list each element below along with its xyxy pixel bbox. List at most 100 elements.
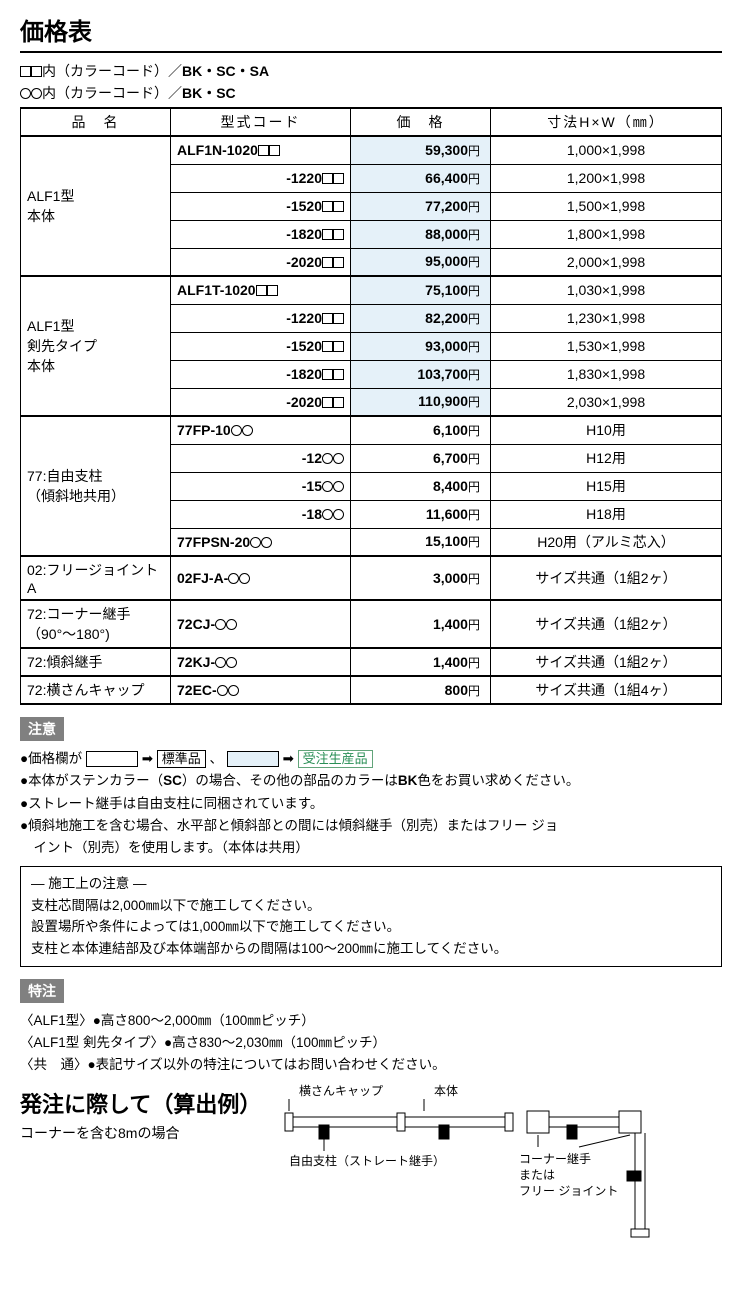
price-cell: 1,400円 [351, 600, 491, 648]
price-cell: 11,600円 [351, 500, 491, 528]
code-cell: -12 [171, 444, 351, 472]
price-cell: 1,400円 [351, 648, 491, 676]
dim-cell: H15用 [491, 472, 722, 500]
order-section-sub: コーナーを含む8mの場合 [20, 1123, 261, 1143]
price-cell: 6,100円 [351, 416, 491, 444]
code-cell: -1820 [171, 220, 351, 248]
th-dim: 寸法H×W（㎜） [491, 108, 722, 136]
dim-cell: サイズ共通（1組2ヶ） [491, 556, 722, 600]
price-cell: 77,200円 [351, 192, 491, 220]
code-cell: 02FJ-A- [171, 556, 351, 600]
label-yokosan: 横さんキャップ [299, 1084, 383, 1098]
label-matawa: または [519, 1168, 555, 1182]
code-cell: -15 [171, 472, 351, 500]
table-row: 72:コーナー継手（90°〜180°)72CJ-1,400円サイズ共通（1組2ヶ… [21, 600, 722, 648]
table-row: ALF1型本体ALF1N-102059,300円1,000×1,998 [21, 136, 722, 164]
table-row: ALF1型剣先タイプ本体ALF1T-102075,100円1,030×1,998 [21, 276, 722, 304]
code-cell: 77FPSN-20 [171, 528, 351, 556]
dim-cell: H12用 [491, 444, 722, 472]
construction-line: 設置場所や条件によっては1,000㎜以下で施工してください。 [31, 916, 711, 938]
special-line: 〈ALF1型〉●高さ800〜2,000㎜（100㎜ピッチ） [20, 1011, 722, 1031]
group-name-cell: ALF1型剣先タイプ本体 [21, 276, 171, 416]
group-name-cell: 77:自由支柱（傾斜地共用） [21, 416, 171, 556]
price-table: 品 名 型式コード 価 格 寸法H×W（㎜） ALF1型本体ALF1N-1020… [20, 107, 722, 705]
dim-cell: 1,830×1,998 [491, 360, 722, 388]
th-name: 品 名 [21, 108, 171, 136]
dim-cell: H10用 [491, 416, 722, 444]
label-freejoint: フリー ジョイント [519, 1184, 618, 1198]
code-cell: 77FP-10 [171, 416, 351, 444]
price-cell: 800円 [351, 676, 491, 704]
th-price: 価 格 [351, 108, 491, 136]
notice-line: ●ストレート継手は自由支柱に同梱されています。 [20, 794, 722, 814]
table-row: 72:横さんキャップ72EC-800円サイズ共通（1組4ヶ） [21, 676, 722, 704]
notice-legend: ●価格欄が ➡ 標準品 、 ➡ 受注生産品 [20, 749, 722, 769]
code-cell: -2020 [171, 248, 351, 276]
code-cell: -1220 [171, 164, 351, 192]
colorcode-block: 内（カラーコード）／BK・SC・SA内（カラーコード）／BK・SC [20, 61, 722, 103]
dim-cell: 2,030×1,998 [491, 388, 722, 416]
special-badge: 特注 [20, 979, 64, 1003]
dim-cell: 1,230×1,998 [491, 304, 722, 332]
dim-cell: 1,030×1,998 [491, 276, 722, 304]
price-cell: 93,000円 [351, 332, 491, 360]
table-row: 77:自由支柱（傾斜地共用）77FP-106,100円H10用 [21, 416, 722, 444]
dim-cell: H20用（アルミ芯入） [491, 528, 722, 556]
label-hontai: 本体 [434, 1084, 458, 1098]
colorcode-line: 内（カラーコード）／BK・SC [20, 83, 722, 103]
price-cell: 88,000円 [351, 220, 491, 248]
group-name-cell: ALF1型本体 [21, 136, 171, 276]
code-cell: 72EC- [171, 676, 351, 704]
notice-line: ●傾斜地施工を含む場合、水平部と傾斜部との間には傾斜継手（別売）またはフリー ジ… [20, 816, 722, 836]
price-cell: 75,100円 [351, 276, 491, 304]
price-cell: 82,200円 [351, 304, 491, 332]
dim-cell: サイズ共通（1組4ヶ） [491, 676, 722, 704]
dim-cell: H18用 [491, 500, 722, 528]
construction-line: 支柱芯間隔は2,000㎜以下で施工してください。 [31, 895, 711, 917]
code-cell: -1220 [171, 304, 351, 332]
price-cell: 6,700円 [351, 444, 491, 472]
dim-cell: 1,200×1,998 [491, 164, 722, 192]
dim-cell: 1,800×1,998 [491, 220, 722, 248]
colorcode-line: 内（カラーコード）／BK・SC・SA [20, 61, 722, 81]
price-cell: 15,100円 [351, 528, 491, 556]
price-cell: 3,000円 [351, 556, 491, 600]
table-row: 02:フリージョイントA02FJ-A-3,000円サイズ共通（1組2ヶ） [21, 556, 722, 600]
dim-cell: 1,530×1,998 [491, 332, 722, 360]
label-corner: コーナー継手 [519, 1151, 591, 1166]
price-cell: 110,900円 [351, 388, 491, 416]
group-name-cell: 02:フリージョイントA [21, 556, 171, 600]
order-section-title: 発注に際して（算出例） [20, 1087, 261, 1119]
code-cell: 72KJ- [171, 648, 351, 676]
special-line: 〈共 通〉●表記サイズ以外の特注についてはお問い合わせください。 [20, 1055, 722, 1075]
code-cell: -1820 [171, 360, 351, 388]
price-cell: 8,400円 [351, 472, 491, 500]
price-cell: 59,300円 [351, 136, 491, 164]
code-cell: -18 [171, 500, 351, 528]
dim-cell: 1,500×1,998 [491, 192, 722, 220]
group-name-cell: 72:傾斜継手 [21, 648, 171, 676]
dim-cell: 2,000×1,998 [491, 248, 722, 276]
th-code: 型式コード [171, 108, 351, 136]
label-shichu: 自由支柱（ストレート継手） [289, 1153, 445, 1168]
notice-line: ●本体がステンカラー（SC）の場合、その他の部品のカラーはBK色をお買い求めくだ… [20, 771, 722, 791]
dim-cell: 1,000×1,998 [491, 136, 722, 164]
construction-box: ― 施工上の注意 ― 支柱芯間隔は2,000㎜以下で施工してください。設置場所や… [20, 866, 722, 966]
notice-badge: 注意 [20, 717, 64, 741]
notice-block: ●価格欄が ➡ 標準品 、 ➡ 受注生産品 ●本体がステンカラー（SC）の場合、… [20, 749, 722, 858]
table-row: 72:傾斜継手72KJ-1,400円サイズ共通（1組2ヶ） [21, 648, 722, 676]
special-line: 〈ALF1型 剣先タイプ〉●高さ830〜2,030㎜（100㎜ピッチ） [20, 1033, 722, 1053]
dim-cell: サイズ共通（1組2ヶ） [491, 600, 722, 648]
construction-title: ― 施工上の注意 ― [31, 873, 711, 895]
code-cell: -2020 [171, 388, 351, 416]
code-cell: -1520 [171, 192, 351, 220]
group-name-cell: 72:横さんキャップ [21, 676, 171, 704]
group-name-cell: 72:コーナー継手（90°〜180°) [21, 600, 171, 648]
special-block: 〈ALF1型〉●高さ800〜2,000㎜（100㎜ピッチ）〈ALF1型 剣先タイ… [20, 1011, 722, 1076]
price-cell: 66,400円 [351, 164, 491, 192]
code-cell: ALF1T-1020 [171, 276, 351, 304]
notice-line: イント（別売）を使用します。（本体は共用） [20, 838, 722, 858]
price-cell: 103,700円 [351, 360, 491, 388]
dim-cell: サイズ共通（1組2ヶ） [491, 648, 722, 676]
page-title: 価格表 [20, 12, 722, 53]
